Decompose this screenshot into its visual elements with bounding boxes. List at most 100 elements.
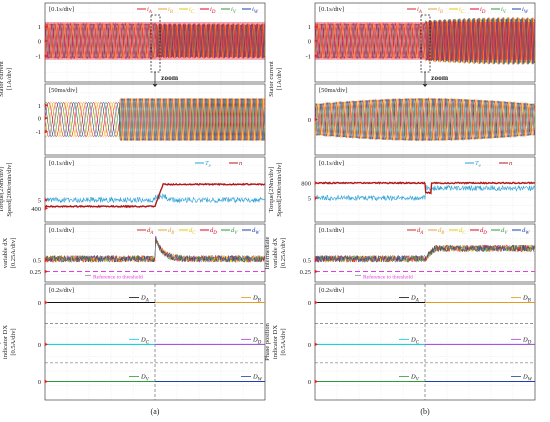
panel-current_zoomin: [50ms/div] 1 0 -1 Stator current[1A/div] [0, 61, 265, 155]
legend-d-d: dD [210, 227, 217, 236]
time-scale-label: [0.2s/div] [49, 287, 74, 294]
time-scale-label: [0.1s/div] [319, 227, 344, 234]
figure-caption: (b) [420, 407, 430, 416]
y-tick-label: 5 [38, 197, 41, 204]
legend-n: n [509, 160, 512, 167]
y-tick-label: 0.5 [303, 257, 311, 264]
y-tick-label: 400 [31, 206, 41, 213]
y-axis-label: Stator current[1A/div] [0, 61, 13, 97]
channel-marker [45, 379, 49, 383]
y-axis-label: Phase positionindicator DX[0.5A/div] [0, 322, 17, 360]
figure-caption: (a) [151, 407, 160, 416]
legend-i-w: iW [252, 6, 259, 15]
legend-i-b: iB [168, 6, 173, 15]
y-axis-label: Intermediatevariable dX[0.25A/div] [264, 236, 287, 269]
y-axis-label: Torque[2Nm/div]Speed[200r/min/div] [0, 162, 13, 216]
y-tick-label: 1 [38, 24, 41, 31]
time-scale-label: [0.1s/div] [49, 6, 74, 13]
y-axis-label-text: Phase positionindicator DX[0.5A/div] [264, 322, 287, 360]
y-tick-label: 0.25 [30, 269, 41, 276]
column-a: zoom[0.1s/div] iA iB iC iD iV iW10-1[50ms/div]… [0, 3, 265, 416]
channel-marker [315, 379, 319, 383]
time-scale-label: [0.1s/div] [319, 6, 344, 13]
legend-d-v: dV [231, 227, 238, 236]
legend-d-d: dD [480, 227, 487, 236]
y-tick-label: 0 [38, 38, 41, 45]
channel-marker [315, 301, 319, 305]
y-tick-label: 0 [308, 300, 311, 307]
y-axis-label-text: Intermediatevariable dX[0.25A/div] [264, 236, 287, 269]
panel-intermediate: Reference to threshold [0.1s/div] dA dB dC dD… [264, 224, 535, 282]
channel-marker [45, 342, 49, 346]
y-tick-label: -1 [306, 53, 311, 60]
legend-n: n [239, 160, 242, 167]
y-tick-label: 0 [308, 117, 311, 124]
panel-phase_indicator: [0.2s/div] DA DB DC DD DV DW 0 0 0 Phase positioni… [0, 284, 265, 400]
legend-i-c: iC [459, 6, 465, 15]
threshold-label: Reference to threshold [363, 274, 413, 281]
time-scale-label: [50ms/div] [319, 87, 348, 94]
panel-torque_speed: [0.1s/div] Te n 5 400 Torque[2Nm/div]Speed[20… [0, 157, 265, 222]
y-tick-label: 1 [38, 103, 41, 110]
threshold-label: Reference to threshold [93, 274, 143, 281]
time-scale-label: [0.1s/div] [49, 160, 74, 167]
legend-i-d: iD [480, 6, 486, 15]
y-tick-label: 1 [308, 24, 311, 31]
legend-d-b: dB [438, 227, 444, 236]
y-tick-label: 0 [308, 38, 311, 45]
channel-marker [45, 301, 49, 305]
y-axis-label-text: Torque[2Nm/div]Speed[200r/min/div] [0, 162, 13, 216]
legend-t-e: Te [205, 160, 212, 169]
legend-i-v: iV [231, 6, 237, 15]
channel-marker [45, 130, 49, 134]
legend-i-a: iA [147, 6, 152, 15]
legend-i-v: iV [501, 6, 507, 15]
y-axis-label: Torque[2Nm/div]Speed[200r/min/div] [268, 162, 283, 216]
time-scale-label: [0.1s/div] [49, 227, 74, 234]
y-axis-label: Stator current[1A/div] [268, 61, 283, 97]
panel-current_zoomout: zoom [0.1s/div] iA iB iC iD iV iW 1 0 -1 [306, 3, 535, 87]
legend-d-w: dW [252, 227, 260, 236]
y-tick-label: 0 [38, 342, 41, 349]
y-tick-label: 0 [308, 342, 311, 349]
legend-d-b: dB [168, 227, 174, 236]
column-b: zoom[0.1s/div] iA iB iC iD iV iW10-1[50ms/div]… [264, 3, 535, 416]
legend-i-d: iD [210, 6, 216, 15]
y-axis-label-text: Torque[2Nm/div]Speed[200r/min/div] [268, 162, 283, 216]
y-tick-label: 0 [38, 116, 41, 123]
y-tick-label: 0 [38, 300, 41, 307]
y-axis-label: Phase positionindicator DX[0.5A/div] [264, 322, 287, 360]
y-axis-label-text: Stator current[1A/div] [0, 61, 13, 97]
y-tick-label: 0.25 [300, 269, 311, 276]
y-tick-label: 0 [308, 379, 311, 386]
y-axis-label: Intermediatevariable dX[0.25A/div] [0, 236, 17, 269]
trace-envelope [45, 22, 265, 60]
time-scale-label: [0.1s/div] [319, 160, 344, 167]
y-tick-label: 0 [38, 379, 41, 386]
zoom-label: zoom [161, 73, 179, 82]
trace-envelope [315, 22, 535, 60]
panel-current_zoomout: zoom [0.1s/div] iA iB iC iD iV iW 1 0 -1 [36, 3, 265, 87]
panel-current_zoomin: [50ms/div] 0 Stator current[1A/div] [268, 61, 535, 155]
legend-t-e: Te [475, 160, 482, 169]
y-axis-label-text: Phase positionindicator DX[0.5A/div] [0, 322, 17, 360]
y-tick-label: 800 [301, 181, 311, 188]
panel-intermediate: Reference to threshold [0.1s/div] dA dB dC dD… [0, 224, 265, 282]
legend-d-a: dA [147, 227, 153, 236]
y-axis-label-text: Intermediatevariable dX[0.25A/div] [0, 236, 17, 269]
legend-d-v: dV [501, 227, 508, 236]
panel-torque_speed: [0.1s/div] Te n 800 5 Torque[2Nm/div]Speed[20… [268, 157, 535, 222]
legend-d-c: dC [189, 227, 196, 236]
y-tick-label: -1 [36, 53, 41, 60]
channel-marker [315, 270, 319, 274]
y-axis-label-text: Stator current[1A/div] [268, 61, 283, 97]
y-tick-label: -1 [36, 129, 41, 136]
y-tick-label: 0.5 [33, 257, 41, 264]
y-tick-label: 5 [308, 195, 311, 202]
legend-i-c: iC [189, 6, 195, 15]
legend-d-w: dW [522, 227, 530, 236]
legend-i-b: iB [438, 6, 443, 15]
panel-phase_indicator: [0.2s/div] DA DB DC DD DV DW 0 0 0 Phase positioni… [264, 284, 535, 400]
legend-d-a: dA [417, 227, 423, 236]
channel-marker [315, 181, 319, 185]
